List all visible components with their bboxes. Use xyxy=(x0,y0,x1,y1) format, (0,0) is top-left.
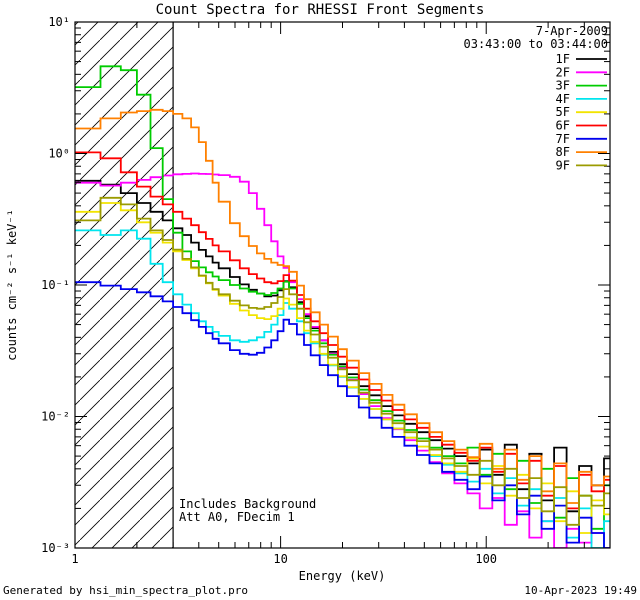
y-axis-title: counts cm⁻² s⁻¹ keV⁻¹ xyxy=(5,209,19,361)
chart-title: Count Spectra for RHESSI Front Segments xyxy=(156,2,485,18)
y-tick-label: 10⁻³ xyxy=(41,541,70,555)
y-tick-label: 10⁰ xyxy=(48,147,70,161)
annotation-background: Includes Background xyxy=(179,497,316,511)
x-tick-label: 1 xyxy=(71,552,78,566)
x-tick-label: 100 xyxy=(475,552,497,566)
legend-label-3F: 3F xyxy=(556,79,570,93)
header-date: 7-Apr-2009 xyxy=(536,24,608,38)
legend-label-4F: 4F xyxy=(556,92,570,106)
y-tick-label: 10¹ xyxy=(48,15,70,29)
legend-label-9F: 9F xyxy=(556,158,570,172)
y-tick-label: 10⁻² xyxy=(41,410,70,424)
legend-label-8F: 8F xyxy=(556,145,570,159)
footer-generator: Generated by hsi_min_spectra_plot.pro xyxy=(3,584,248,597)
legend-label-1F: 1F xyxy=(556,52,570,66)
series-line-8F xyxy=(75,108,610,504)
header-time-range: 03:43:00 to 03:44:00 xyxy=(464,37,609,51)
x-tick-label: 10 xyxy=(273,552,287,566)
legend-label-5F: 5F xyxy=(556,105,570,119)
axes-layer: 1 10 100 10⁻³ 10⁻² 10⁻¹ 10⁰ 10¹ xyxy=(41,15,610,566)
series-line-6F xyxy=(75,151,610,510)
annotation-attenuator: Att A0, FDecim 1 xyxy=(179,510,295,524)
footer-timestamp: 10-Apr-2023 19:49 xyxy=(524,584,637,597)
legend-label-6F: 6F xyxy=(556,119,570,133)
hatch-layer xyxy=(75,22,174,548)
legend-label-2F: 2F xyxy=(556,65,570,79)
series-line-7F xyxy=(75,281,610,548)
legend-label-7F: 7F xyxy=(556,132,570,146)
y-tick-label: 10⁻¹ xyxy=(41,278,70,292)
excluded-region-hatch xyxy=(75,22,174,548)
series-line-9F xyxy=(75,196,610,526)
curves-layer xyxy=(75,65,610,548)
x-axis-title: Energy (keV) xyxy=(299,569,386,583)
